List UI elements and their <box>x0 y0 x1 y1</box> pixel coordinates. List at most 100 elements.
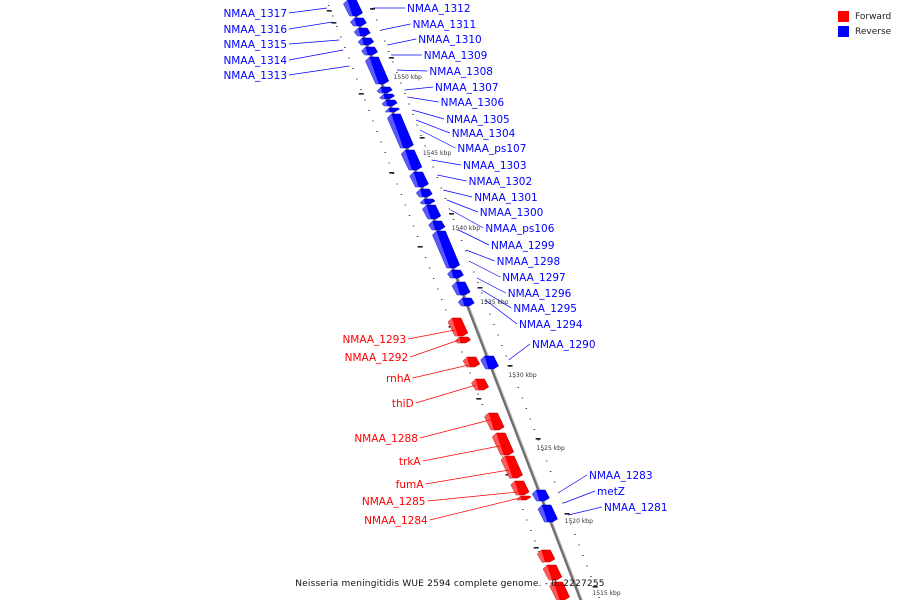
gene-label-nmaa-1309: NMAA_1309 <box>424 50 488 62</box>
major-tick <box>564 513 570 515</box>
major-tick <box>592 586 598 588</box>
reverse-gene-block <box>361 46 378 56</box>
tick-dot <box>356 78 358 80</box>
gene-label-nmaa-1311: NMAA_1311 <box>413 19 477 31</box>
gene-block-highlight <box>537 550 545 562</box>
tick-dot <box>456 229 459 231</box>
legend-label-forward: Forward <box>855 11 892 22</box>
kbp-tick-label: 1545 kbp <box>423 150 451 157</box>
tick-dot <box>469 372 471 374</box>
tick-dot <box>464 250 467 252</box>
major-tick <box>389 172 395 174</box>
gene-block-highlight <box>492 433 504 455</box>
tick-dot <box>460 240 463 241</box>
reverse-gene-block <box>400 149 423 171</box>
gene-label-nmaa-1305: NMAA_1305 <box>446 114 510 126</box>
tick-dot <box>437 288 439 290</box>
gene-labels: NMAA_1317 NMAA_1316 NMAA_1315 NMAA_1314 NMAA… <box>223 3 667 527</box>
forward-gene-block <box>515 495 532 501</box>
reverse-gene-block <box>422 204 442 220</box>
tick-dot <box>582 555 584 556</box>
label-leader <box>416 119 450 134</box>
forward-gene-block <box>462 356 481 368</box>
major-tick <box>419 137 425 139</box>
gene-block-highlight <box>452 282 461 295</box>
tick-dot <box>448 208 451 210</box>
label-leader <box>407 96 439 103</box>
label-leader <box>404 86 434 91</box>
gene-block-highlight <box>510 481 520 495</box>
gene-block-highlight <box>428 221 436 230</box>
major-tick <box>326 10 332 12</box>
label-leader <box>429 497 520 521</box>
kbp-tick-label: 1540 kbp <box>452 225 480 232</box>
label-leader <box>476 277 506 294</box>
label-leader <box>288 65 350 76</box>
gene-block-highlight <box>354 28 361 36</box>
reverse-gene-block <box>379 93 395 100</box>
major-tick <box>331 22 337 24</box>
label-leader <box>288 49 344 61</box>
map-caption: Neisseria meningitidis WUE 2594 complete… <box>295 579 605 589</box>
reverse-gene-block <box>350 17 367 27</box>
tick-dot <box>436 177 439 178</box>
reverse-gene-block <box>457 297 475 307</box>
label-leader <box>563 490 596 504</box>
tick-dot <box>586 565 588 567</box>
gene-label-rnha: rnhA <box>386 373 411 385</box>
tick-dot <box>352 68 354 69</box>
reverse-gene-block <box>415 188 433 198</box>
tick-dot <box>501 456 504 458</box>
tick-dot <box>379 30 382 31</box>
major-tick <box>507 365 513 367</box>
gene-block-highlight <box>447 270 454 278</box>
gene-block-highlight <box>358 38 364 45</box>
label-leader <box>431 159 462 166</box>
tick-dot <box>489 313 491 315</box>
gene-block-highlight <box>381 100 388 106</box>
kbp-tick-label: 1525 kbp <box>537 445 565 452</box>
major-tick <box>370 8 376 10</box>
reverse-gene-block <box>428 220 446 231</box>
tick-dot <box>537 439 540 441</box>
label-leader <box>508 343 531 361</box>
gene-block-highlight <box>422 205 431 219</box>
tick-dot <box>380 141 382 143</box>
tick-dot <box>368 110 370 111</box>
gene-block-highlight <box>420 199 426 204</box>
label-leader <box>419 129 456 149</box>
gene-block-highlight <box>549 582 560 600</box>
reverse-gene-block <box>537 504 558 523</box>
gene-label-nmaa-ps106: NMAA_ps106 <box>485 223 554 235</box>
label-leader <box>437 174 467 182</box>
tick-dot <box>424 145 426 147</box>
tick-dot <box>538 551 540 552</box>
label-leader <box>387 38 417 46</box>
tick-dot <box>541 450 544 451</box>
tick-dot <box>383 40 386 42</box>
tick-dot <box>416 124 418 126</box>
major-tick <box>533 547 539 549</box>
tick-dot <box>412 114 414 115</box>
gene-block-highlight <box>480 356 489 369</box>
tick-dot <box>400 194 403 195</box>
legend: Forward Reverse <box>838 9 891 39</box>
tick-dot <box>428 267 431 269</box>
tick-dot <box>428 156 430 157</box>
tick-dot <box>408 103 410 105</box>
tick-dot <box>344 47 346 48</box>
tick-dot <box>327 5 330 6</box>
gene-label-trka: trkA <box>399 456 422 468</box>
gene-label-nmaa-1315: NMAA_1315 <box>223 39 287 51</box>
gene-block-highlight <box>458 298 465 306</box>
gene-label-thid: thiD <box>392 398 414 410</box>
legend-item-forward: Forward <box>838 9 891 24</box>
gene-label-nmaa-1290: NMAA_1290 <box>532 339 596 351</box>
tick-dot <box>481 292 483 294</box>
gene-label-nmaa-1316: NMAA_1316 <box>223 24 287 36</box>
gene-label-nmaa-1298: NMAA_1298 <box>497 256 561 268</box>
kbp-tick-label: 1535 kbp <box>480 299 508 306</box>
tick-dot <box>404 93 406 94</box>
label-leader <box>443 189 473 198</box>
